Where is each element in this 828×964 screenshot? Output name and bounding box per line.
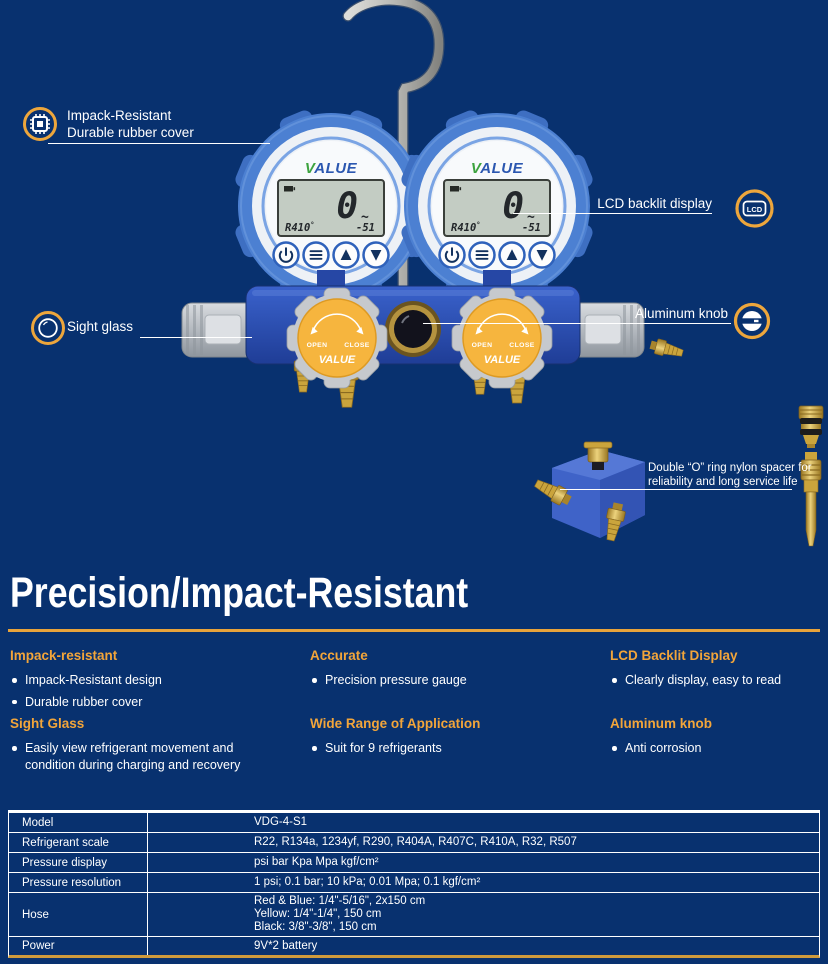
- callout-line: [140, 337, 252, 338]
- product-photo: VALUE 0 ~ R410° -51: [181, 0, 824, 547]
- spec-table: Model VDG-4-S1 Refrigerant scale R22, R1…: [8, 810, 820, 958]
- chip-icon: [23, 107, 57, 141]
- table-row: Model VDG-4-S1: [9, 813, 819, 833]
- callout-o-ring: Double “O” ring nylon spacer for reliabi…: [648, 462, 812, 488]
- orange-knob-right: [451, 287, 553, 389]
- callout-line: [513, 213, 712, 214]
- feature-impact-resistant: Impack-resistant Impack-Resistant design…: [10, 648, 272, 715]
- table-row: Pressure resolution 1 psi; 0.1 bar; 10 k…: [9, 873, 819, 893]
- orange-knob-left: [286, 287, 388, 389]
- aluminum-knob-icon: [733, 302, 771, 340]
- callout-line: [423, 323, 731, 324]
- svg-text:LCD: LCD: [747, 205, 763, 214]
- callout-aluminum-knob: Aluminum knob: [634, 306, 728, 321]
- feature-wide-range: Wide Range of Application Suit for 9 ref…: [310, 716, 572, 762]
- brass-fitting-side: [648, 336, 685, 361]
- callout-impact-resistant: Impack-Resistant Durable rubber cover: [67, 108, 194, 140]
- sight-glass: [385, 301, 441, 357]
- table-row: Power 9V*2 battery: [9, 937, 819, 955]
- callout-line: [48, 143, 270, 144]
- callout-line: [560, 489, 792, 490]
- table-row: Hose Red & Blue: 1/4"-5/16", 2x150 cm Ye…: [9, 893, 819, 937]
- title-underline: [8, 629, 820, 632]
- feature-sight-glass: Sight Glass Easily view refrigerant move…: [10, 716, 272, 778]
- table-row: Refrigerant scale R22, R134a, 1234yf, R2…: [9, 833, 819, 853]
- feature-aluminum-knob: Aluminum knob Anti corrosion: [610, 716, 828, 762]
- valve-core-stems: [798, 405, 824, 547]
- valve-block-cutaway: [531, 441, 645, 543]
- sight-glass-icon: [31, 311, 65, 345]
- section-title: Precision/Impact-Resistant: [10, 569, 469, 617]
- feature-lcd-display: LCD Backlit Display Clearly display, eas…: [610, 648, 828, 694]
- feature-accurate: Accurate Precision pressure gauge: [310, 648, 572, 694]
- callout-sight-glass: Sight glass: [67, 319, 134, 334]
- callout-lcd-display: LCD backlit display: [597, 196, 712, 211]
- table-row: Pressure display psi bar Kpa Mpa kgf/cm²: [9, 853, 819, 873]
- lcd-icon: LCD: [735, 189, 774, 228]
